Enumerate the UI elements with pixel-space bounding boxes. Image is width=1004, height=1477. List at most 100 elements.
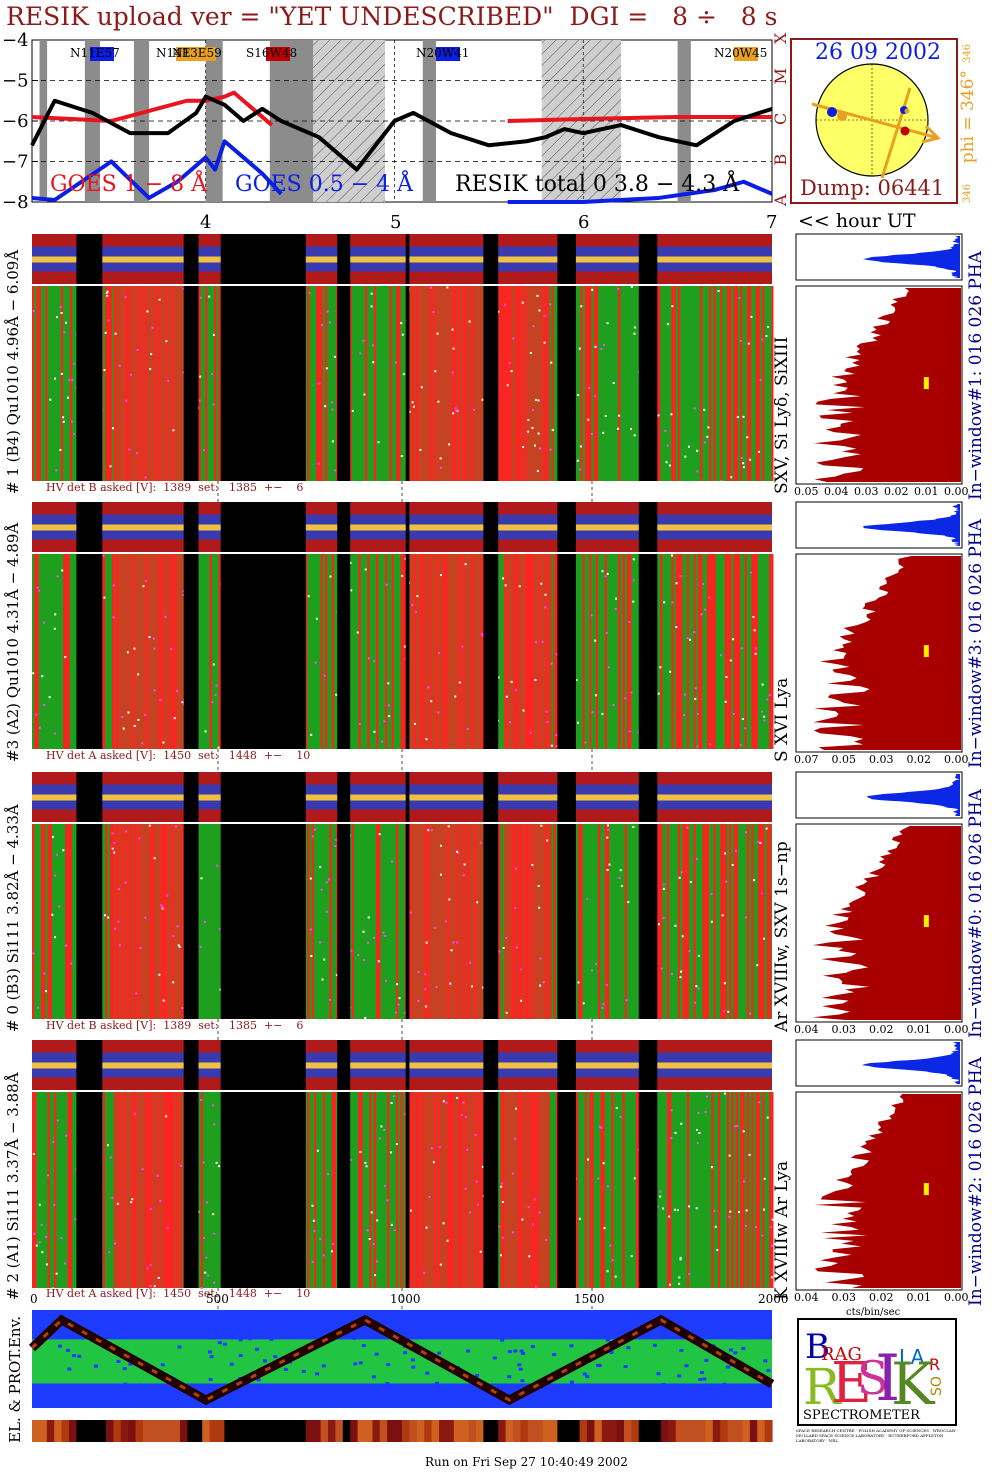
red-stripe xyxy=(762,286,765,481)
photon-speck xyxy=(589,1018,592,1021)
photon-speck xyxy=(440,844,443,847)
photon-speck xyxy=(749,458,752,461)
photon-speck xyxy=(307,595,310,598)
env-color-bar-cell xyxy=(638,1420,647,1442)
red-stripe xyxy=(367,554,370,749)
photon-speck xyxy=(128,448,131,451)
photon-speck xyxy=(335,974,338,977)
logo-solar: SO xyxy=(929,1376,945,1396)
photon-speck xyxy=(136,452,139,455)
photon-speck xyxy=(53,1203,56,1206)
photon-speck xyxy=(618,877,621,880)
red-stripe xyxy=(742,1092,745,1288)
env-color-bar-cell xyxy=(298,1420,307,1442)
env-speck xyxy=(269,1337,274,1341)
photon-speck xyxy=(632,600,635,603)
red-stripe xyxy=(755,1092,758,1288)
photon-speck xyxy=(396,983,399,986)
photon-speck xyxy=(555,734,558,737)
env-speck xyxy=(77,1354,82,1358)
photon-speck xyxy=(577,721,580,724)
photon-speck xyxy=(125,399,128,402)
env-speck xyxy=(124,1386,129,1390)
env-speck xyxy=(262,1359,267,1363)
env-color-bar-cell xyxy=(461,1420,470,1442)
red-stripe xyxy=(693,824,696,1019)
photon-speck xyxy=(476,901,479,904)
photon-speck xyxy=(518,585,521,588)
data-gap xyxy=(183,502,199,749)
env-color-bar-cell xyxy=(365,1420,373,1442)
red-stripe xyxy=(325,286,328,481)
photon-speck xyxy=(118,888,121,891)
env-color-bar-cell xyxy=(217,1420,225,1442)
photon-speck xyxy=(313,828,316,831)
env-color-bar-cell xyxy=(172,1420,181,1442)
photon-speck xyxy=(686,826,689,829)
red-stripe xyxy=(735,824,738,1019)
red-stripe xyxy=(105,286,108,481)
red-stripe xyxy=(740,286,743,481)
env-speck xyxy=(466,1349,471,1353)
photon-speck xyxy=(749,1012,752,1015)
photon-speck xyxy=(59,448,62,451)
photon-speck xyxy=(331,440,334,443)
photon-speck xyxy=(707,426,710,429)
photon-speck xyxy=(438,1146,441,1149)
env-color-bar-cell xyxy=(646,1420,655,1442)
photon-speck xyxy=(719,654,722,657)
photon-speck xyxy=(533,1198,536,1201)
photon-speck xyxy=(696,712,699,715)
photon-speck xyxy=(32,672,35,675)
photon-speck xyxy=(697,1112,700,1115)
photon-speck xyxy=(670,973,673,976)
region-marker-orange xyxy=(837,111,847,121)
photon-speck xyxy=(612,382,615,385)
env-speck xyxy=(255,1347,260,1351)
red-stripe xyxy=(724,824,727,1019)
photon-speck xyxy=(741,718,744,721)
photon-speck xyxy=(664,429,667,432)
photon-speck xyxy=(43,972,46,975)
photon-speck xyxy=(528,1255,531,1258)
region-label-text: N20W41 xyxy=(416,46,470,60)
photon-speck xyxy=(380,1125,383,1128)
photon-speck xyxy=(479,1250,482,1253)
photon-speck xyxy=(309,928,312,931)
logo-letters-ragg: RAG xyxy=(821,1344,862,1365)
red-band xyxy=(113,554,184,749)
photon-speck xyxy=(665,461,668,464)
photon-speck xyxy=(325,881,328,884)
env-color-bar-cell xyxy=(535,1420,544,1442)
red-stripe xyxy=(762,1092,765,1288)
y-tick-label: −8 xyxy=(2,192,29,210)
photon-speck xyxy=(541,640,544,643)
photon-speck xyxy=(153,1285,156,1288)
env-speck xyxy=(361,1344,366,1348)
photon-speck xyxy=(349,561,352,564)
photon-speck xyxy=(604,575,607,578)
photon-speck xyxy=(43,621,46,624)
photon-speck xyxy=(619,1115,622,1118)
photon-speck xyxy=(359,352,362,355)
photon-speck xyxy=(464,1187,467,1190)
photon-speck xyxy=(162,999,165,1002)
red-stripe xyxy=(305,554,308,749)
record-axis: 0 500 1000 1500 2000 xyxy=(0,1292,790,1308)
env-color-bar-cell xyxy=(150,1420,159,1442)
red-stripe xyxy=(602,1092,605,1288)
photon-speck xyxy=(704,441,707,444)
env-color-bar-cell xyxy=(157,1420,166,1442)
photon-speck xyxy=(425,1005,428,1008)
photon-speck xyxy=(60,1237,63,1240)
observation-date: 26 09 2002 xyxy=(815,40,941,65)
photon-speck xyxy=(51,913,54,916)
env-speck xyxy=(386,1363,391,1367)
red-stripe xyxy=(378,824,381,1019)
env-speck xyxy=(722,1382,727,1386)
photon-speck xyxy=(540,582,543,585)
red-stripe xyxy=(333,1092,337,1288)
photon-speck xyxy=(542,981,545,984)
red-stripe xyxy=(214,286,217,481)
photon-speck xyxy=(736,416,739,419)
